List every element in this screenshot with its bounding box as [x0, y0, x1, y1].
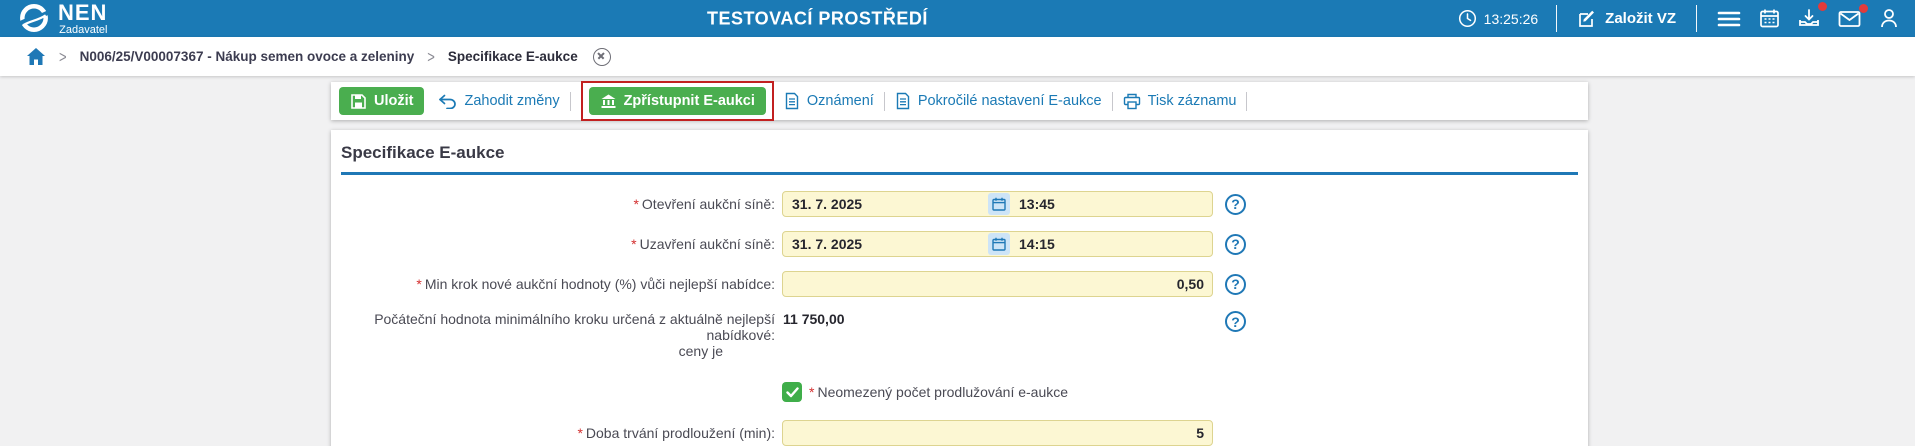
toolbar-separator: [1246, 91, 1248, 111]
check-icon: [785, 387, 799, 397]
initial-step-label-line2: ceny je: [678, 343, 723, 360]
edit-icon: [1579, 10, 1595, 27]
open-date-calendar-icon[interactable]: [988, 193, 1010, 215]
undo-icon: [439, 94, 457, 109]
user-icon: [1881, 9, 1897, 28]
toolbar-separator: [569, 91, 571, 111]
unlimited-extensions-checkbox[interactable]: [782, 382, 802, 403]
close-time-value[interactable]: 14:15: [1019, 236, 1055, 252]
calendar-icon: [1760, 9, 1779, 28]
breadcrumb-item-current: Specifikace E-aukce: [447, 49, 578, 64]
form-row-unlimited: * Neomezený počet prodlužování e-aukce: [331, 379, 1588, 405]
chevron-right-icon: >: [59, 46, 67, 67]
home-button[interactable]: [26, 47, 46, 66]
advanced-settings-button[interactable]: Pokročilé nastavení E-aukce: [895, 92, 1102, 110]
brand-name: NEN: [58, 0, 108, 25]
server-clock: 13:25:26: [1458, 9, 1539, 28]
header-divider: [1696, 5, 1697, 32]
document-icon: [785, 92, 799, 110]
top-header: NEN Zadavatel TESTOVACÍ PROSTŘEDÍ 13:25:…: [0, 0, 1915, 37]
close-date-calendar-icon[interactable]: [988, 233, 1010, 255]
required-marker: *: [416, 275, 422, 292]
print-record-button[interactable]: Tisk záznamu: [1123, 93, 1236, 110]
form-row-close: * Uzavření aukční síně: 31. 7. 2025 14:15: [331, 231, 1588, 257]
user-button[interactable]: [1877, 6, 1901, 31]
discard-changes-button[interactable]: Zahodit změny: [438, 93, 560, 109]
close-room-label: Uzavření aukční síně:: [639, 235, 775, 252]
mail-icon: [1838, 10, 1861, 27]
printer-icon: [1123, 93, 1140, 109]
hamburger-icon: [1717, 11, 1741, 26]
help-icon[interactable]: ?: [1225, 233, 1246, 255]
notice-button[interactable]: Oznámení: [784, 92, 874, 110]
help-icon[interactable]: ?: [1225, 273, 1246, 295]
document-icon: [896, 92, 910, 110]
environment-title: TESTOVACÍ PROSTŘEDÍ: [707, 8, 928, 28]
duration-input[interactable]: [782, 420, 1213, 446]
action-toolbar: Uložit Zahodit změny Zpřístupnit E-aukci: [331, 81, 1588, 121]
home-icon: [27, 48, 45, 65]
help-icon[interactable]: ?: [1225, 311, 1246, 332]
toolbar-separator: [1111, 91, 1113, 111]
clock-icon: [1458, 9, 1476, 28]
required-marker: *: [631, 235, 637, 252]
eauction-form: * Otevření aukční síně: 31. 7. 2025 13:45: [331, 175, 1588, 446]
initial-step-value: 11 750,00: [783, 311, 845, 327]
messages-badge: [1859, 3, 1868, 13]
page-title: Specifikace E-aukce: [341, 130, 1578, 175]
breadcrumb: > N006/25/V00007367 - Nákup semen ovoce …: [0, 37, 1915, 76]
downloads-badge: [1818, 2, 1827, 11]
initial-step-label-line1: Počáteční hodnota minimálního kroku urče…: [374, 311, 775, 344]
required-marker: *: [577, 425, 583, 442]
duration-label: Doba trvání prodloužení (min):: [585, 425, 775, 442]
form-row-initial-step: Počáteční hodnota minimálního kroku urče…: [331, 311, 1588, 359]
publish-eauction-button[interactable]: Zpřístupnit E-aukci: [588, 87, 766, 115]
help-icon[interactable]: ?: [1225, 193, 1246, 215]
close-date-value[interactable]: 31. 7. 2025: [792, 236, 863, 252]
save-icon: [351, 93, 366, 109]
form-row-open: * Otevření aukční síně: 31. 7. 2025 13:45: [331, 191, 1588, 217]
min-step-label: Min krok nové aukční hodnoty (%) vůči ne…: [424, 275, 775, 292]
close-datetime-field[interactable]: 31. 7. 2025 14:15: [782, 231, 1213, 257]
downloads-button[interactable]: [1796, 2, 1827, 31]
clock-time: 13:25:26: [1483, 10, 1539, 27]
header-actions: 13:25:26 Založit VZ: [1458, 0, 1915, 37]
toolbar-separator: [883, 91, 885, 111]
create-vz-button[interactable]: Založit VZ: [1575, 7, 1678, 31]
eauction-spec-panel: Specifikace E-aukce * Otevření aukční sín…: [331, 130, 1588, 446]
required-marker: *: [809, 384, 815, 401]
nen-logo-icon: [17, 4, 51, 32]
form-row-duration: * Doba trvání prodloužení (min):: [331, 420, 1588, 446]
nen-logo[interactable]: NEN Zadavatel: [0, 1, 107, 36]
building-gear-icon: [601, 94, 616, 108]
open-room-label: Otevření aukční síně:: [641, 195, 775, 212]
calendar-button[interactable]: [1757, 6, 1782, 31]
publish-highlight-frame: Zpřístupnit E-aukci: [580, 81, 774, 121]
breadcrumb-item-contract[interactable]: N006/25/V00007367 - Nákup semen ovoce a …: [79, 49, 415, 64]
chevron-right-icon: >: [427, 46, 435, 67]
min-step-input[interactable]: [782, 271, 1213, 297]
form-row-min-step: * Min krok nové aukční hodnoty (%) vůči n…: [331, 271, 1588, 297]
brand-role: Zadavatel: [59, 23, 108, 36]
required-marker: *: [633, 195, 639, 212]
unlimited-extensions-label: Neomezený počet prodlužování e-aukce: [817, 384, 1069, 401]
open-date-value[interactable]: 31. 7. 2025: [792, 196, 863, 212]
header-divider: [1556, 5, 1558, 32]
save-button[interactable]: Uložit: [339, 87, 425, 115]
close-tab-icon[interactable]: [592, 47, 611, 66]
messages-button[interactable]: [1836, 3, 1868, 30]
open-time-value[interactable]: 13:45: [1019, 196, 1055, 212]
open-datetime-field[interactable]: 31. 7. 2025 13:45: [782, 191, 1213, 217]
menu-button[interactable]: [1715, 7, 1743, 31]
download-tray-icon: [1799, 9, 1819, 26]
